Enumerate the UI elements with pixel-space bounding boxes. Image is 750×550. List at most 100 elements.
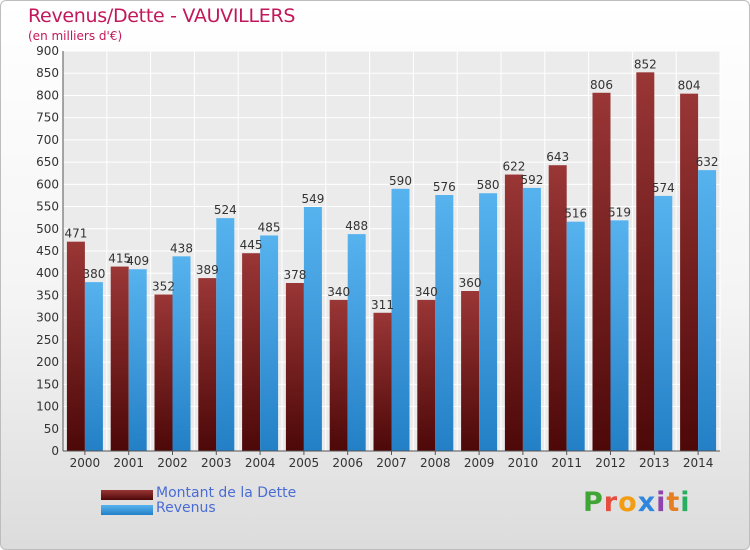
bar-revenus bbox=[698, 170, 717, 451]
bar-debt bbox=[285, 283, 304, 451]
bar-debt bbox=[154, 294, 173, 451]
data-label-debt: 378 bbox=[283, 268, 306, 282]
y-tick-label: 850 bbox=[36, 66, 59, 80]
x-tick-label: 2005 bbox=[289, 456, 320, 470]
chart-subtitle: (en milliers d'€) bbox=[28, 29, 123, 43]
data-label-revenus: 438 bbox=[170, 241, 193, 255]
y-tick-label: 350 bbox=[36, 288, 59, 302]
bar-revenus bbox=[391, 188, 410, 451]
x-tick-label: 2012 bbox=[595, 456, 626, 470]
bar-revenus bbox=[435, 195, 454, 451]
logo-letter: t bbox=[666, 487, 681, 518]
data-label-revenus: 592 bbox=[520, 173, 543, 187]
bar-debt bbox=[198, 278, 217, 451]
bar-revenus bbox=[654, 195, 673, 451]
legend-label-revenus: Revenus bbox=[156, 500, 216, 516]
data-label-debt: 622 bbox=[502, 160, 525, 174]
y-tick-label: 900 bbox=[36, 44, 59, 58]
x-tick-label: 2003 bbox=[201, 456, 232, 470]
y-tick-label: 450 bbox=[36, 244, 59, 258]
data-label-revenus: 380 bbox=[82, 267, 105, 281]
data-label-debt: 445 bbox=[240, 238, 263, 252]
bar-debt bbox=[417, 299, 436, 451]
data-label-debt: 352 bbox=[152, 280, 175, 294]
y-tick-label: 500 bbox=[36, 222, 59, 236]
bar-debt bbox=[66, 241, 85, 451]
bar-debt bbox=[592, 92, 611, 452]
x-tick-label: 2002 bbox=[157, 456, 188, 470]
bar-debt bbox=[504, 174, 523, 452]
data-label-debt: 360 bbox=[459, 276, 482, 290]
y-tick-label: 750 bbox=[36, 111, 59, 125]
x-tick-label: 2004 bbox=[245, 456, 276, 470]
bar-revenus bbox=[84, 282, 103, 451]
bar-revenus bbox=[172, 256, 191, 451]
x-tick-label: 2008 bbox=[420, 456, 451, 470]
y-tick-label: 150 bbox=[36, 377, 59, 391]
bar-revenus bbox=[479, 193, 498, 451]
bar-revenus bbox=[303, 207, 322, 451]
logo-letter: i bbox=[680, 487, 691, 518]
proxiti-logo: Proxiti bbox=[583, 487, 691, 518]
bar-chart: 0 50 100 150 200 250 300 350 400 450 500 550 600 650 7… bbox=[36, 44, 721, 470]
data-label-revenus: 574 bbox=[652, 181, 675, 195]
logo-letter: x bbox=[637, 487, 657, 518]
y-tick-label: 650 bbox=[36, 155, 59, 169]
logo-letter: r bbox=[603, 487, 619, 518]
bar-debt bbox=[548, 165, 567, 451]
data-label-revenus: 519 bbox=[608, 205, 631, 219]
x-tick-label: 2009 bbox=[464, 456, 495, 470]
bar-debt bbox=[242, 253, 261, 451]
data-label-debt: 852 bbox=[634, 57, 657, 71]
legend-swatch-debt bbox=[101, 490, 153, 500]
y-tick-label: 600 bbox=[36, 177, 59, 191]
data-label-debt: 311 bbox=[371, 298, 394, 312]
data-label-revenus: 488 bbox=[345, 219, 368, 233]
bar-revenus bbox=[566, 221, 585, 451]
bar-revenus bbox=[260, 235, 279, 451]
x-tick-label: 2014 bbox=[683, 456, 714, 470]
bar-revenus bbox=[522, 187, 541, 451]
data-label-debt: 471 bbox=[64, 227, 87, 241]
bar-debt bbox=[461, 291, 480, 451]
bar-debt bbox=[329, 299, 348, 451]
y-tick-label: 0 bbox=[51, 444, 59, 458]
data-label-debt: 643 bbox=[546, 150, 569, 164]
data-label-debt: 806 bbox=[590, 78, 613, 92]
x-tick-label: 2010 bbox=[508, 456, 539, 470]
data-label-revenus: 549 bbox=[301, 192, 324, 206]
bar-debt bbox=[373, 312, 392, 451]
logo-letter: P bbox=[583, 487, 604, 518]
y-tick-label: 800 bbox=[36, 88, 59, 102]
bar-revenus bbox=[610, 220, 629, 451]
logo-letter: o bbox=[618, 487, 638, 518]
data-label-debt: 415 bbox=[108, 252, 131, 266]
y-tick-label: 550 bbox=[36, 200, 59, 214]
logo-letter: i bbox=[656, 487, 667, 518]
bar-debt bbox=[110, 266, 129, 451]
legend-swatch-revenus bbox=[101, 505, 153, 515]
x-tick-label: 2011 bbox=[551, 456, 582, 470]
data-label-debt: 340 bbox=[327, 285, 350, 299]
bar-revenus bbox=[128, 269, 147, 451]
data-label-revenus: 409 bbox=[126, 254, 149, 268]
bar-revenus bbox=[347, 234, 366, 451]
y-tick-label: 300 bbox=[36, 311, 59, 325]
y-tick-label: 700 bbox=[36, 133, 59, 147]
data-label-debt: 804 bbox=[678, 79, 701, 93]
y-tick-label: 200 bbox=[36, 355, 59, 369]
x-tick-label: 2006 bbox=[332, 456, 363, 470]
data-label-revenus: 576 bbox=[433, 180, 456, 194]
data-label-revenus: 516 bbox=[564, 207, 587, 221]
x-tick-label: 2000 bbox=[70, 456, 101, 470]
bar-debt bbox=[636, 72, 655, 451]
data-label-debt: 389 bbox=[196, 263, 219, 277]
x-tick-label: 2001 bbox=[113, 456, 144, 470]
data-label-debt: 340 bbox=[415, 285, 438, 299]
x-tick-label: 2007 bbox=[376, 456, 407, 470]
y-tick-label: 250 bbox=[36, 333, 59, 347]
y-tick-label: 50 bbox=[44, 422, 59, 436]
bar-revenus bbox=[216, 218, 235, 451]
data-label-revenus: 580 bbox=[477, 178, 500, 192]
